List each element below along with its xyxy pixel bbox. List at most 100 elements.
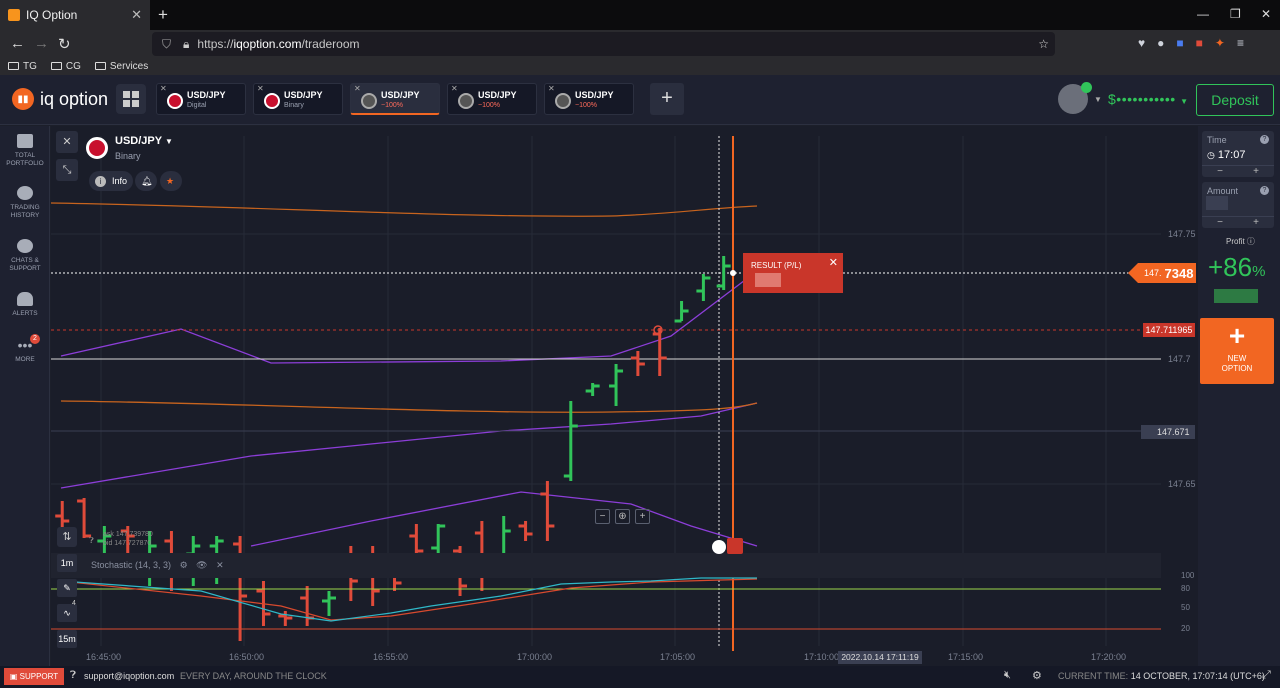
sidebar-item-chats-support[interactable]: CHATS & SUPPORT xyxy=(0,239,50,273)
asset-name[interactable]: USD/JPY ▼ xyxy=(115,135,173,147)
pencil-icon: ✎ xyxy=(63,583,71,593)
stoch-tick-label: 20 xyxy=(1181,624,1190,633)
extension-blue-icon[interactable]: ■ xyxy=(1176,36,1184,50)
settings-gear-icon[interactable]: ⚙ xyxy=(179,560,188,570)
shield-icon[interactable]: ⛉ xyxy=(162,36,172,51)
support-button[interactable]: ▣ SUPPORT xyxy=(4,668,64,685)
help-icon[interactable]: ⓘ xyxy=(1246,237,1255,246)
deposit-button[interactable]: Deposit xyxy=(1196,84,1274,116)
stoch-d-line xyxy=(60,578,758,621)
maximize-icon[interactable]: ❐ xyxy=(1230,7,1241,21)
close-window-icon[interactable]: ✕ xyxy=(1261,7,1272,21)
bookmark-tg[interactable]: TG xyxy=(8,61,37,72)
price-chart[interactable]: 147.75 147.7 147.65 16:45:00 16:50:00 16:55:0… xyxy=(51,126,1198,666)
bookmark-star-icon[interactable]: ☆ xyxy=(1038,37,1049,51)
timeframe-1m-button[interactable]: 1m xyxy=(57,554,77,572)
add-asset-tab-button[interactable]: + xyxy=(650,83,684,115)
fullscreen-icon[interactable]: ⤢ xyxy=(1262,669,1271,681)
alert-price-label[interactable]: 147.671 xyxy=(1141,425,1195,439)
indicators-button[interactable]: ∿ xyxy=(57,604,77,622)
current-price-tag: 147. 7348 xyxy=(1128,263,1196,283)
sound-icon[interactable]: 🔇︎ xyxy=(1004,669,1011,681)
sidebar-item-alerts[interactable]: ALERTS xyxy=(0,292,50,318)
user-avatar[interactable] xyxy=(1058,82,1092,114)
alert-bell-button[interactable]: 🔔︎ xyxy=(135,171,157,191)
balance-value: $••••••••••• xyxy=(1108,91,1176,107)
asset-tab-5[interactable]: ✕ USD/JPY −100% xyxy=(544,83,634,115)
forward-icon[interactable]: → xyxy=(34,35,49,52)
bookmark-cg-label: CG xyxy=(65,61,81,72)
close-tab-icon[interactable]: ✕ xyxy=(354,84,361,93)
close-chart-button[interactable]: ✕ xyxy=(56,131,78,153)
draw-tool-button[interactable]: ✎ xyxy=(57,579,77,597)
amount-value-blurred[interactable] xyxy=(1206,196,1228,210)
remove-indicator-icon[interactable]: ✕ xyxy=(216,560,224,570)
bollinger-lower-line xyxy=(60,402,758,489)
time-selector[interactable]: Time ? ◷ 17:07 − + xyxy=(1202,131,1274,177)
help-icon[interactable]: ❓︎ xyxy=(89,536,94,545)
stochastic-label-text: Stochastic (14, 3, 3) xyxy=(91,560,172,570)
zoom-out-button[interactable]: − xyxy=(595,509,610,524)
avatar-chevron-icon[interactable]: ▼ xyxy=(1094,95,1102,104)
balance-display[interactable]: $••••••••••• ▼ xyxy=(1108,91,1189,107)
time-value[interactable]: ◷ 17:07 xyxy=(1207,149,1245,161)
favorite-button[interactable]: ★ xyxy=(160,171,182,191)
chart-type-icon[interactable]: ⇅ xyxy=(57,527,77,547)
time-increase-button[interactable]: + xyxy=(1253,166,1259,177)
extension-red-icon[interactable]: ■ xyxy=(1195,36,1203,50)
asset-tab-3[interactable]: ✕ USD/JPY −100% xyxy=(350,83,440,115)
help-icon[interactable]: ? xyxy=(1260,135,1269,144)
amount-decrease-button[interactable]: − xyxy=(1217,217,1223,228)
collapse-icon[interactable]: ⤡ xyxy=(56,159,78,181)
all-assets-grid-button[interactable] xyxy=(116,84,146,114)
sidebar-item-total-portfolio[interactable]: TOTAL PORTFOLIO xyxy=(0,134,50,168)
close-tab-icon[interactable]: ✕ xyxy=(451,84,458,93)
extension-l-icon[interactable]: ● xyxy=(1157,36,1165,50)
reload-icon[interactable]: ↻ xyxy=(58,36,71,53)
support-email[interactable]: support@iqoption.com xyxy=(84,671,175,681)
asset-tab-1[interactable]: ✕ USD/JPY Digital xyxy=(156,83,246,115)
lock-icon[interactable]: 🔒︎ xyxy=(183,36,190,51)
asset-tab-4[interactable]: ✕ USD/JPY −100% xyxy=(447,83,537,115)
folder-icon xyxy=(8,62,19,70)
current-time-value: 14 OCTOBER, 17:07:14 (UTC+6) xyxy=(1130,671,1265,681)
asset-tab-2[interactable]: ✕ USD/JPY Binary xyxy=(253,83,343,115)
pocket-icon[interactable]: ♥ xyxy=(1138,36,1146,50)
back-icon[interactable]: ← xyxy=(10,35,25,52)
usdjpy-flag-icon xyxy=(264,93,280,109)
result-popup[interactable]: RESULT (P/L) ✕ xyxy=(743,253,843,293)
settings-gear-icon[interactable]: ⚙ xyxy=(1032,670,1042,682)
close-icon[interactable]: ✕ xyxy=(828,257,838,269)
minimize-icon[interactable]: — xyxy=(1197,7,1209,21)
extension-fox-icon[interactable]: ✦ xyxy=(1214,36,1225,50)
left-sidebar: TOTAL PORTFOLIO TRADING HISTORY CHATS & … xyxy=(0,126,50,666)
logo-text: iq option xyxy=(40,88,109,109)
bollinger-upper-line xyxy=(60,270,758,364)
time-decrease-button[interactable]: − xyxy=(1217,166,1223,177)
close-tab-icon[interactable]: ✕ xyxy=(160,84,167,93)
bookmark-services[interactable]: Services xyxy=(94,61,148,72)
bookmark-cg[interactable]: CG xyxy=(50,61,81,72)
new-option-button[interactable]: + NEW OPTION xyxy=(1200,318,1274,384)
info-button[interactable]: i Info xyxy=(89,171,134,191)
sidebar-item-trading-history[interactable]: TRADING HISTORY xyxy=(0,186,50,220)
help-icon[interactable]: ? xyxy=(1260,186,1269,195)
chart-area[interactable]: 147.75 147.7 147.65 16:45:00 16:50:00 16:55:0… xyxy=(51,126,1198,666)
center-chart-button[interactable]: ⊕ xyxy=(615,509,630,524)
amount-selector[interactable]: Amount ? − + xyxy=(1202,182,1274,228)
new-tab-button[interactable]: + xyxy=(158,5,168,24)
sidebar-item-more[interactable]: ••• 2 MORE xyxy=(0,334,50,364)
time-tick-label: 17:05:00 xyxy=(660,652,695,662)
close-tab-icon[interactable]: ✕ xyxy=(131,7,142,22)
zoom-in-button[interactable]: + xyxy=(635,509,650,524)
timeframe-15m-button[interactable]: 15m xyxy=(57,630,77,648)
time-value-text: 17:07 xyxy=(1217,149,1246,161)
close-tab-icon[interactable]: ✕ xyxy=(548,84,555,93)
close-tab-icon[interactable]: ✕ xyxy=(257,84,264,93)
iqoption-logo[interactable]: ▮▮ iq option xyxy=(12,88,108,110)
amount-increase-button[interactable]: + xyxy=(1253,217,1259,228)
menu-icon[interactable]: ≡ xyxy=(1236,36,1244,50)
eye-icon[interactable]: 👁︎ xyxy=(196,560,208,570)
browser-tab[interactable]: IQ Option ✕ xyxy=(0,0,150,30)
address-bar[interactable]: ⛉ 🔒︎ https://iqoption.com/traderoom ☆ xyxy=(152,32,1055,56)
